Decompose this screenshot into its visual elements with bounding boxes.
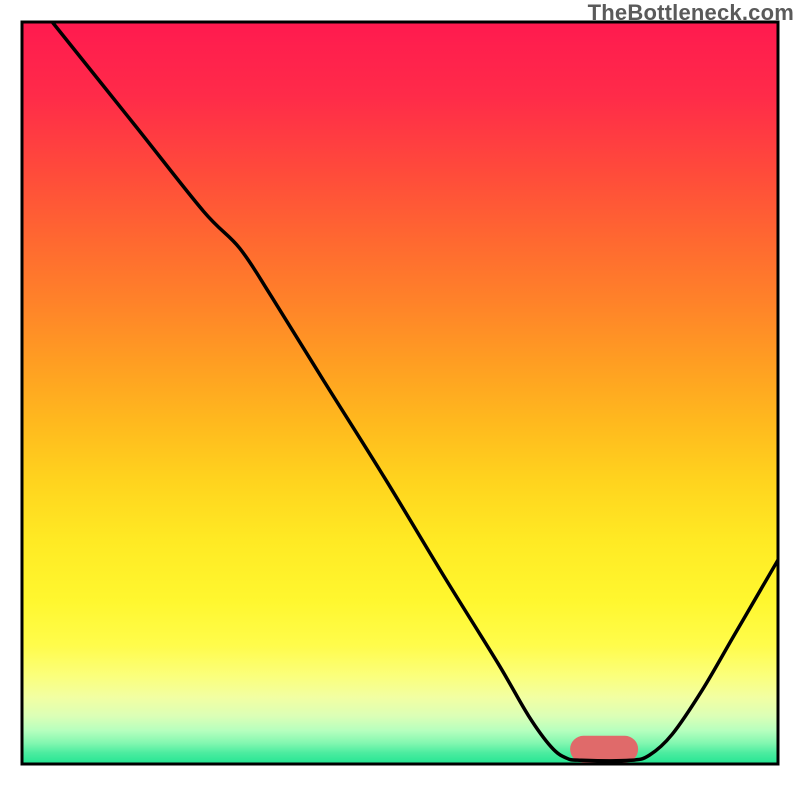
gradient-background: [22, 22, 778, 764]
bottleneck-chart: [0, 0, 800, 800]
watermark-text: TheBottleneck.com: [588, 0, 794, 26]
chart-stage: TheBottleneck.com: [0, 0, 800, 800]
